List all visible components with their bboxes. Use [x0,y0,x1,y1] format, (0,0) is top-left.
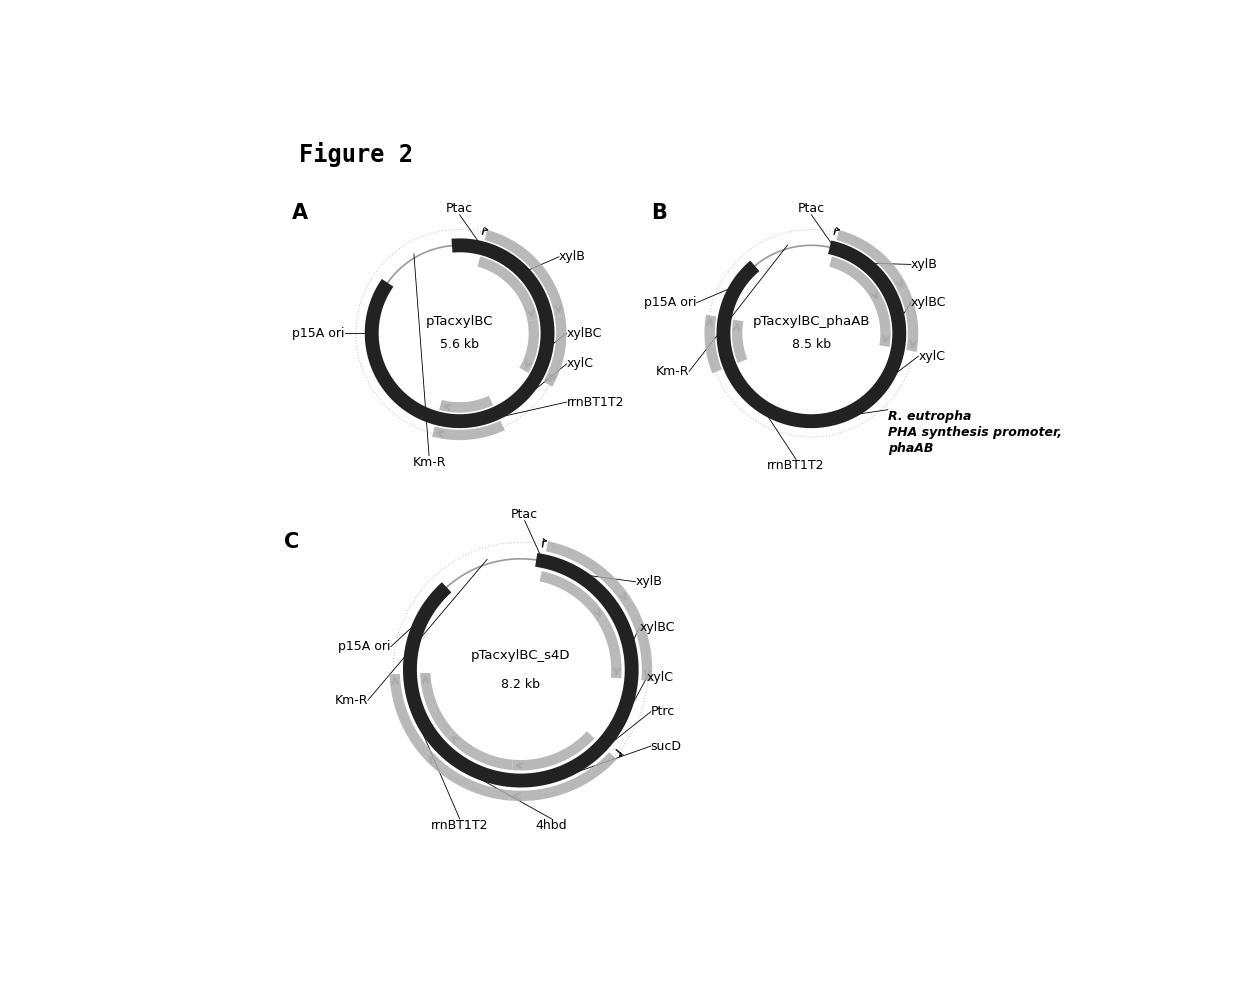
Text: 8.2 kb: 8.2 kb [501,677,541,690]
Text: 8.5 kb: 8.5 kb [792,339,831,352]
Text: B: B [651,204,667,223]
Text: Km-R: Km-R [335,694,368,707]
Text: xylBC: xylBC [640,622,675,635]
Text: p15A ori: p15A ori [293,327,345,340]
Text: 4hbd: 4hbd [536,819,567,832]
Text: Figure 2: Figure 2 [299,142,413,167]
Text: xylBC: xylBC [910,296,946,309]
Text: xylC: xylC [567,357,594,370]
Text: pTacxylBC_s4D: pTacxylBC_s4D [471,648,570,661]
Text: rrnBT1T2: rrnBT1T2 [430,819,489,832]
Text: xylBC: xylBC [567,327,603,340]
Text: Ptac: Ptac [797,202,825,214]
Text: Ptrc: Ptrc [651,705,675,718]
Text: pTacxylBC: pTacxylBC [425,316,494,329]
Text: Ptac: Ptac [511,507,538,520]
Text: A: A [291,204,308,223]
Text: sucD: sucD [651,740,682,753]
Text: xylB: xylB [635,575,662,588]
Text: xylC: xylC [919,350,945,362]
Text: R. eutropha
PHA synthesis promoter,
phaAB: R. eutropha PHA synthesis promoter, phaA… [888,410,1061,455]
Text: p15A ori: p15A ori [339,640,391,653]
Text: xylB: xylB [910,258,937,271]
Text: xylB: xylB [559,250,587,263]
Text: xylC: xylC [647,671,675,684]
Text: Ptac: Ptac [446,202,474,214]
Text: C: C [284,532,299,552]
Text: Km-R: Km-R [413,456,446,469]
Text: rrnBT1T2: rrnBT1T2 [768,460,825,473]
Text: pTacxylBC_phaAB: pTacxylBC_phaAB [753,316,870,329]
Text: rrnBT1T2: rrnBT1T2 [567,395,624,408]
Text: Km-R: Km-R [656,365,689,378]
Text: p15A ori: p15A ori [644,296,697,309]
Text: 5.6 kb: 5.6 kb [440,339,479,352]
